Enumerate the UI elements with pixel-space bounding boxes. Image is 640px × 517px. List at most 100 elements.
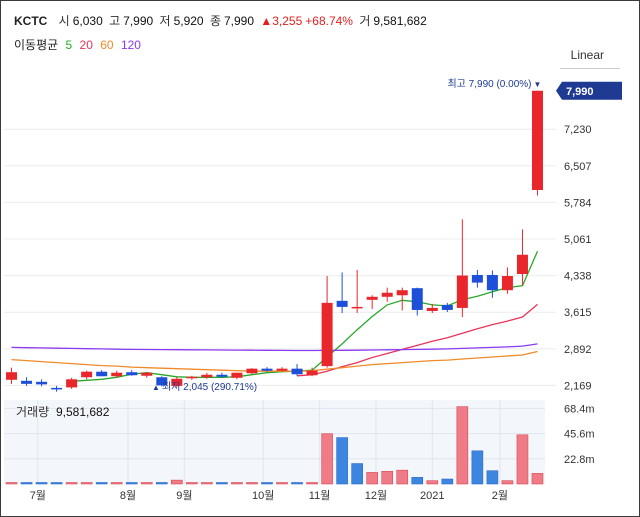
x-tick-label: 2021	[420, 490, 444, 502]
ma-legend-item-60[interactable]: 60	[100, 38, 114, 52]
volume-panel-bg	[4, 400, 545, 484]
close-value: 7,990	[223, 14, 255, 28]
candle	[516, 229, 528, 286]
candle	[456, 219, 468, 318]
volume-bar	[95, 482, 108, 485]
volume-bar	[441, 478, 454, 485]
ma-legend-item-20[interactable]: 20	[79, 38, 93, 52]
ma-legend-item-120[interactable]: 120	[120, 38, 141, 52]
candle-body	[21, 380, 33, 384]
y-tick-label: 5,784	[564, 197, 592, 209]
x-tick-label: 12월	[365, 489, 387, 502]
current-price-tag-bg	[556, 81, 622, 100]
volume-bar	[411, 477, 424, 485]
candle-body	[156, 377, 168, 386]
volume-bar	[50, 482, 63, 485]
candle-body	[126, 372, 138, 376]
symbol: KCTC	[14, 14, 48, 28]
scale-mode-toggle[interactable]: Linear	[570, 48, 604, 62]
high-label: 고	[109, 14, 121, 28]
volume-bar	[155, 482, 168, 485]
ma-line-60	[11, 350, 538, 372]
low-label: 저	[159, 14, 171, 28]
candle	[81, 370, 93, 380]
candle-body	[276, 368, 288, 371]
candle	[336, 272, 348, 313]
close-label: 종	[209, 14, 221, 28]
candle	[126, 370, 138, 376]
candle	[426, 303, 438, 313]
y-tick-label: 3,615	[564, 307, 592, 319]
low-value: 5,920	[173, 14, 204, 28]
candle-body	[321, 302, 333, 367]
candle	[171, 376, 183, 388]
candle-body	[141, 372, 153, 376]
y-tick-label: 4,338	[564, 271, 592, 283]
volume-tick-label: 68.4m	[564, 403, 595, 415]
volume-bar	[246, 482, 258, 485]
candle-body	[306, 370, 318, 376]
y-tick-label: 7,230	[564, 124, 592, 136]
candle	[246, 368, 258, 375]
x-tick-label: 9월	[176, 489, 192, 502]
candle	[501, 267, 513, 294]
candle	[441, 302, 453, 312]
volume-bar	[171, 479, 183, 485]
volume-bar	[351, 463, 363, 485]
price-header: KCTC 시 6,030 고 7,990 저 5,920 종 7,990 ▲3,255 +…	[14, 12, 430, 29]
candle-body	[36, 381, 48, 385]
candle-body	[441, 304, 453, 310]
volume-bar	[5, 482, 18, 485]
candle-body	[396, 290, 408, 296]
volume-bar	[456, 406, 469, 485]
volume-bar	[531, 473, 544, 485]
candle-body	[96, 371, 108, 377]
volume-bar	[35, 482, 48, 485]
ma-line-120	[11, 343, 538, 352]
current-price-label: 7,990	[566, 86, 594, 98]
candle	[216, 372, 228, 378]
open-value: 6,030	[72, 14, 103, 28]
volume-bar	[80, 482, 93, 485]
candle-body	[501, 276, 513, 291]
candle	[51, 385, 63, 392]
high-annotation: 최고 7,990 (0.00%)	[447, 78, 531, 90]
volume-bar	[140, 482, 153, 485]
ma-legend: 이동평균 5 20 60 120	[14, 36, 145, 53]
volume-tick-label: 22.8m	[564, 454, 595, 466]
volume-bar	[366, 472, 378, 485]
volume-bar	[65, 482, 78, 485]
volume-bar	[486, 470, 499, 485]
change-pct: +68.74%	[305, 14, 353, 28]
candle	[201, 372, 213, 379]
volume-bar	[20, 482, 33, 485]
volume-label: 거	[359, 14, 371, 28]
ma-legend-item-5[interactable]: 5	[65, 38, 73, 52]
candle-body	[486, 275, 498, 291]
y-tick-label: 5,061	[564, 234, 592, 246]
volume-bar	[336, 437, 348, 485]
open-label: 시	[58, 14, 70, 28]
candle-body	[366, 296, 378, 300]
high-marker: ▼	[534, 80, 542, 89]
candle	[261, 367, 273, 372]
ma-line-5	[71, 250, 539, 382]
x-tick-label: 8월	[120, 489, 136, 502]
candle	[66, 377, 78, 389]
volume-bar	[501, 480, 514, 485]
candle-body	[516, 254, 528, 275]
candle-body	[81, 371, 93, 378]
volume-bar	[516, 434, 529, 485]
volume-tick-label: 45.6m	[564, 429, 595, 441]
candle-body	[291, 368, 303, 375]
candle	[21, 377, 33, 386]
volume-bar	[216, 482, 228, 485]
y-tick-label: 2,892	[564, 344, 592, 356]
current-price-tag: 7,990	[556, 81, 622, 100]
volume-bar	[186, 482, 198, 485]
high-value: 7,990	[123, 14, 154, 28]
candle	[156, 376, 168, 387]
candle	[321, 276, 333, 368]
candle	[381, 287, 393, 302]
